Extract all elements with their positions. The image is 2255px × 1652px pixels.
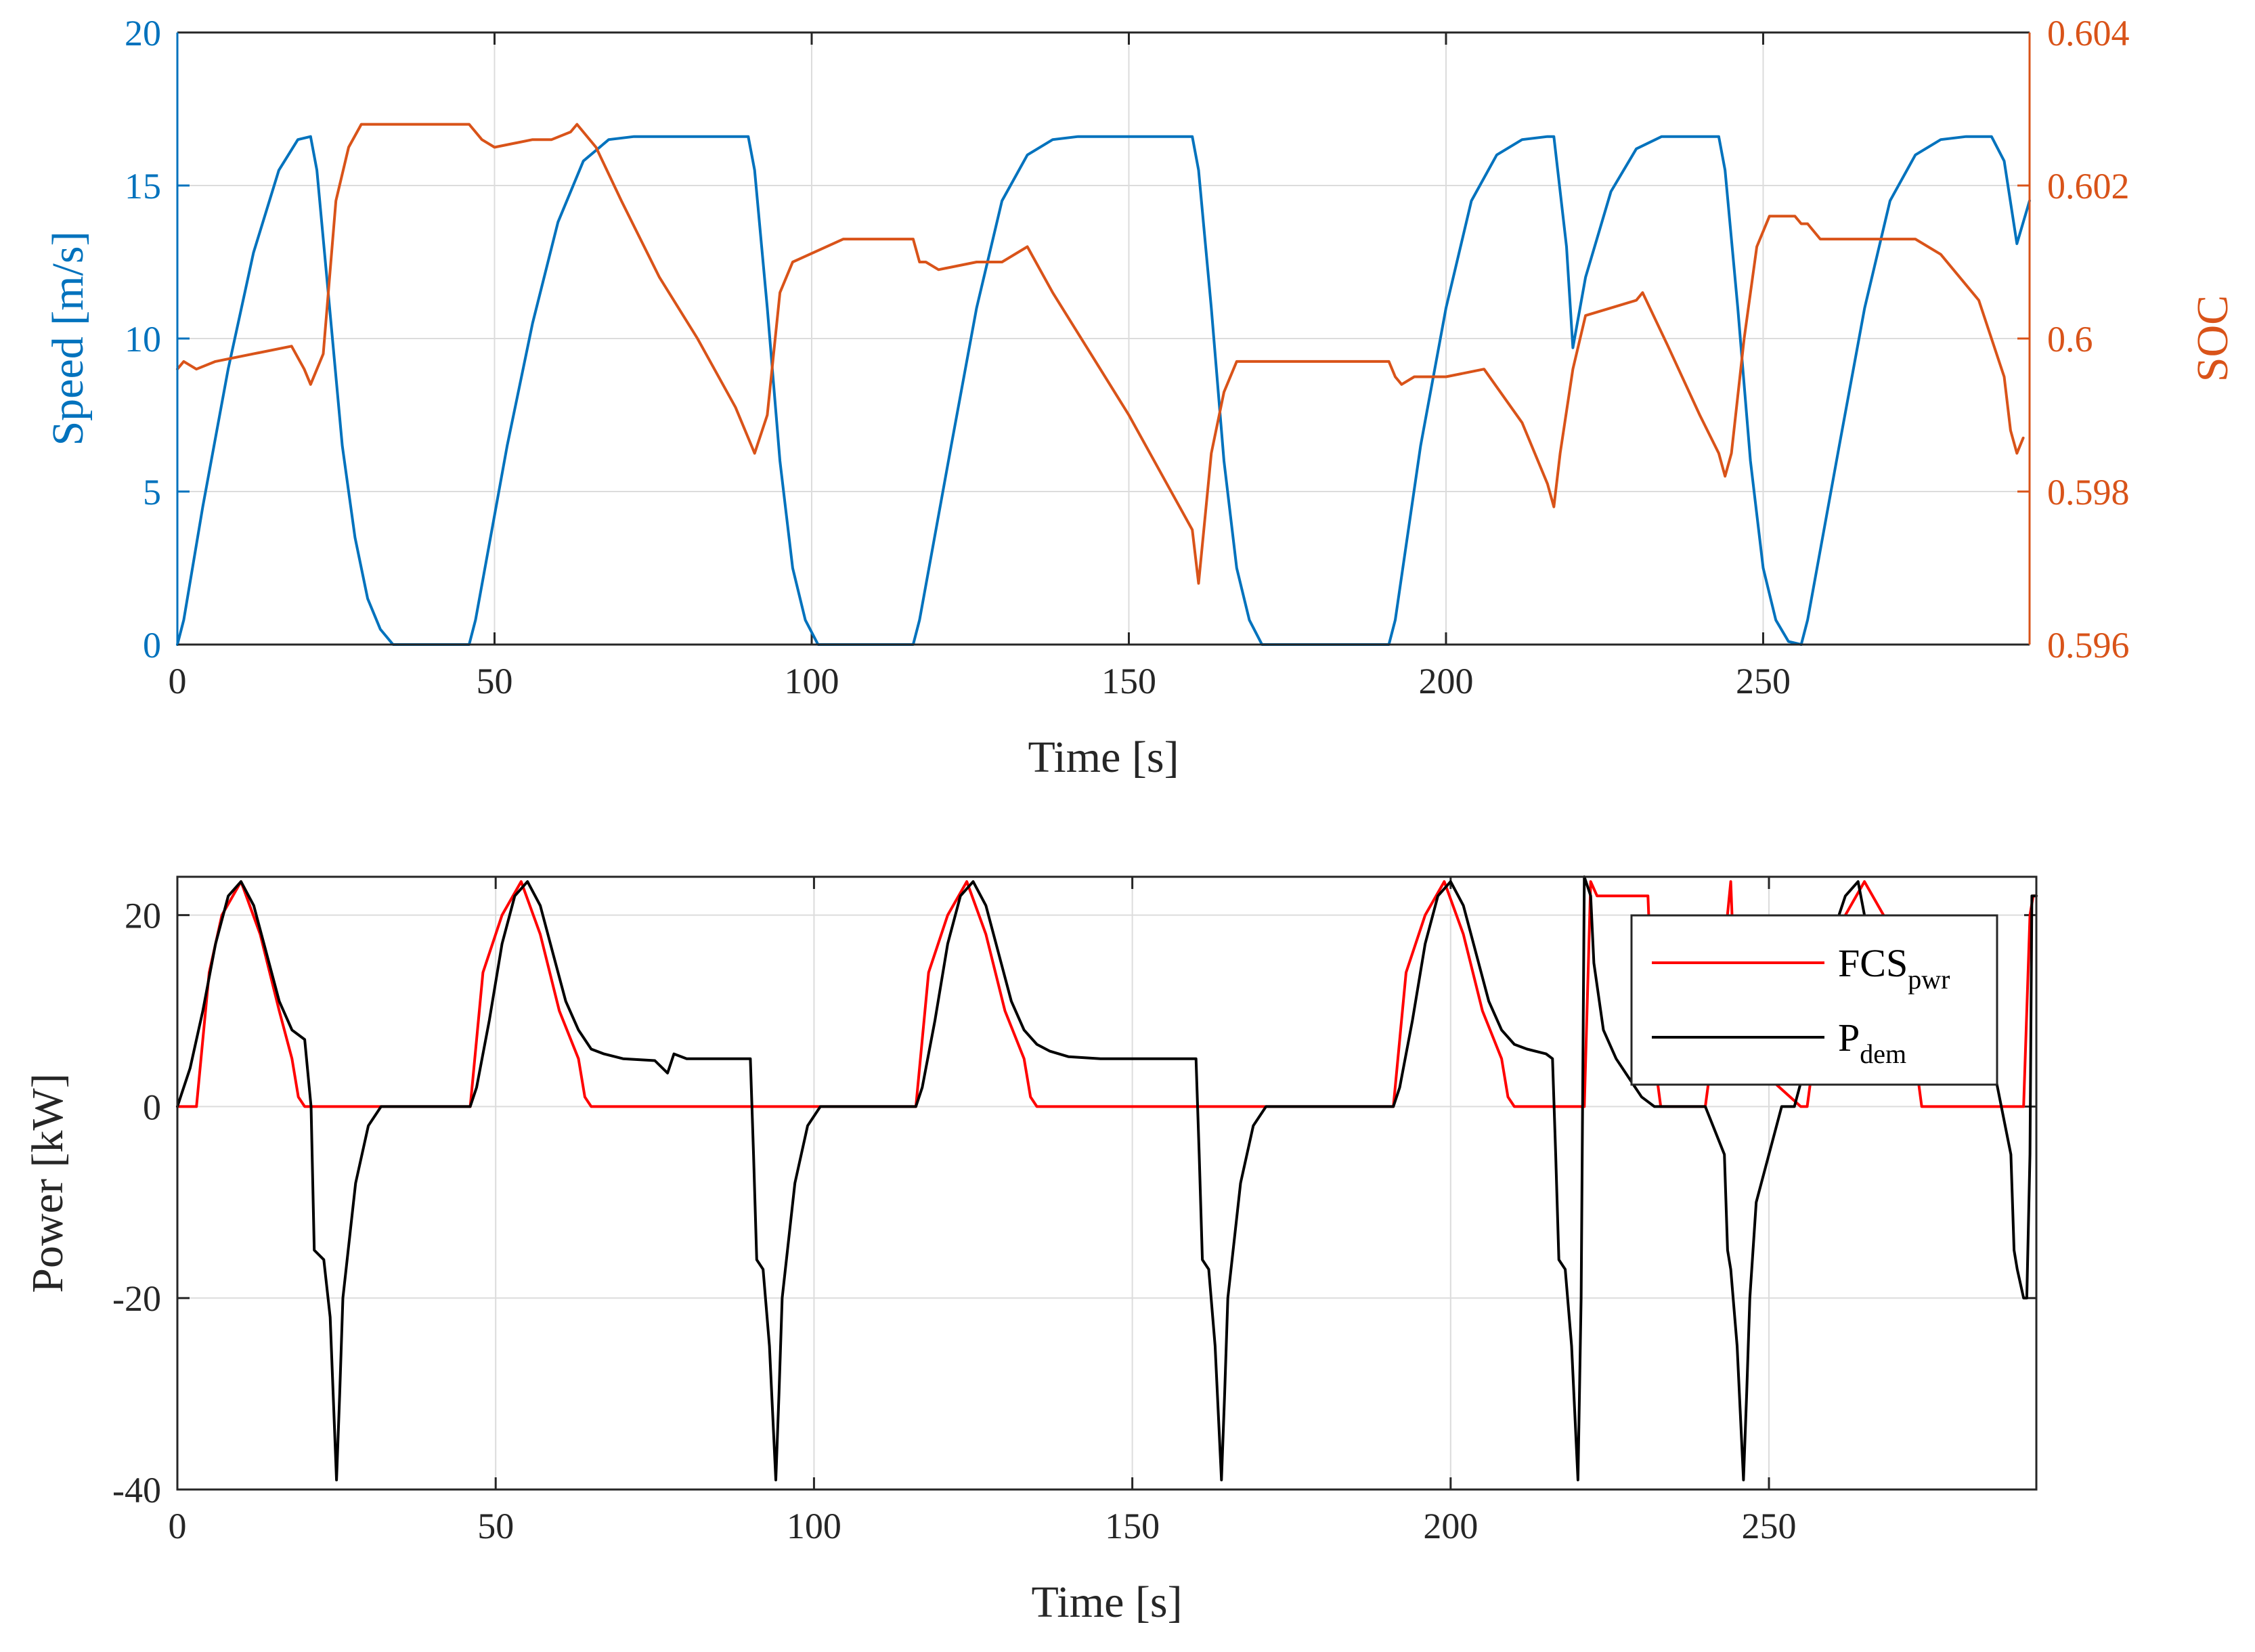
y-left-tick-label: 0 — [143, 625, 161, 666]
legend-label-main: P — [1838, 1016, 1860, 1060]
x-axis-label: Time [s] — [1028, 733, 1179, 782]
y-tick-label: -20 — [112, 1278, 161, 1319]
plot-frame — [176, 875, 2038, 1491]
x-tick-label: 200 — [1418, 661, 1473, 701]
y-left-tick-label: 10 — [125, 319, 161, 360]
x-tick-label: 0 — [169, 1506, 187, 1546]
x-tick-label: 150 — [1105, 1506, 1160, 1546]
x-tick-label: 150 — [1101, 661, 1156, 701]
y-left-axis-label: Speed [m/s] — [43, 231, 93, 445]
legend-label: Pdem — [1838, 1016, 1906, 1069]
x-tick-label: 100 — [787, 1506, 841, 1546]
legend-label: FCSpwr — [1838, 941, 1950, 995]
y-tick-label: 0 — [143, 1087, 161, 1127]
y-right-axis-label: SOC — [2188, 295, 2237, 382]
y-tick-label: -40 — [112, 1470, 161, 1510]
legend-label-sub: pwr — [1908, 964, 1950, 995]
x-tick-label: 100 — [784, 661, 839, 701]
legend-box — [1630, 914, 1998, 1086]
y-right-tick-label: 0.602 — [2047, 166, 2130, 206]
x-tick-label: 50 — [476, 661, 512, 701]
y-right-tick-label: 0.598 — [2047, 472, 2130, 513]
y-tick-label: 20 — [125, 896, 161, 936]
speed-soc-chart: 0 50 100 150 200 250 0 5 10 15 20 0.596 0.598 0.6 0.60… — [43, 13, 2237, 782]
y-right-tick-label: 0.596 — [2047, 625, 2130, 666]
legend-label-sub: dem — [1860, 1039, 1906, 1069]
y-left-tick-label: 5 — [143, 472, 161, 513]
speed-series-line — [176, 135, 2031, 646]
soc-series-line — [176, 123, 2025, 585]
legend-label-main: FCS — [1838, 941, 1908, 985]
x-tick-label: 250 — [1736, 661, 1791, 701]
x-tick-label: 50 — [477, 1506, 514, 1546]
x-axis-label: Time [s] — [1031, 1578, 1182, 1627]
y-left-tick-label: 20 — [125, 13, 161, 53]
y-axis-label: Power [kW] — [23, 1073, 72, 1292]
x-tick-label: 0 — [169, 661, 187, 701]
x-tick-label: 200 — [1423, 1506, 1478, 1546]
x-tick-label: 250 — [1742, 1506, 1797, 1546]
y-right-tick-label: 0.604 — [2047, 13, 2130, 53]
p-dem-series-line — [176, 875, 2038, 1481]
y-right-tick-label: 0.6 — [2047, 319, 2093, 360]
y-left-tick-label: 15 — [125, 166, 161, 206]
